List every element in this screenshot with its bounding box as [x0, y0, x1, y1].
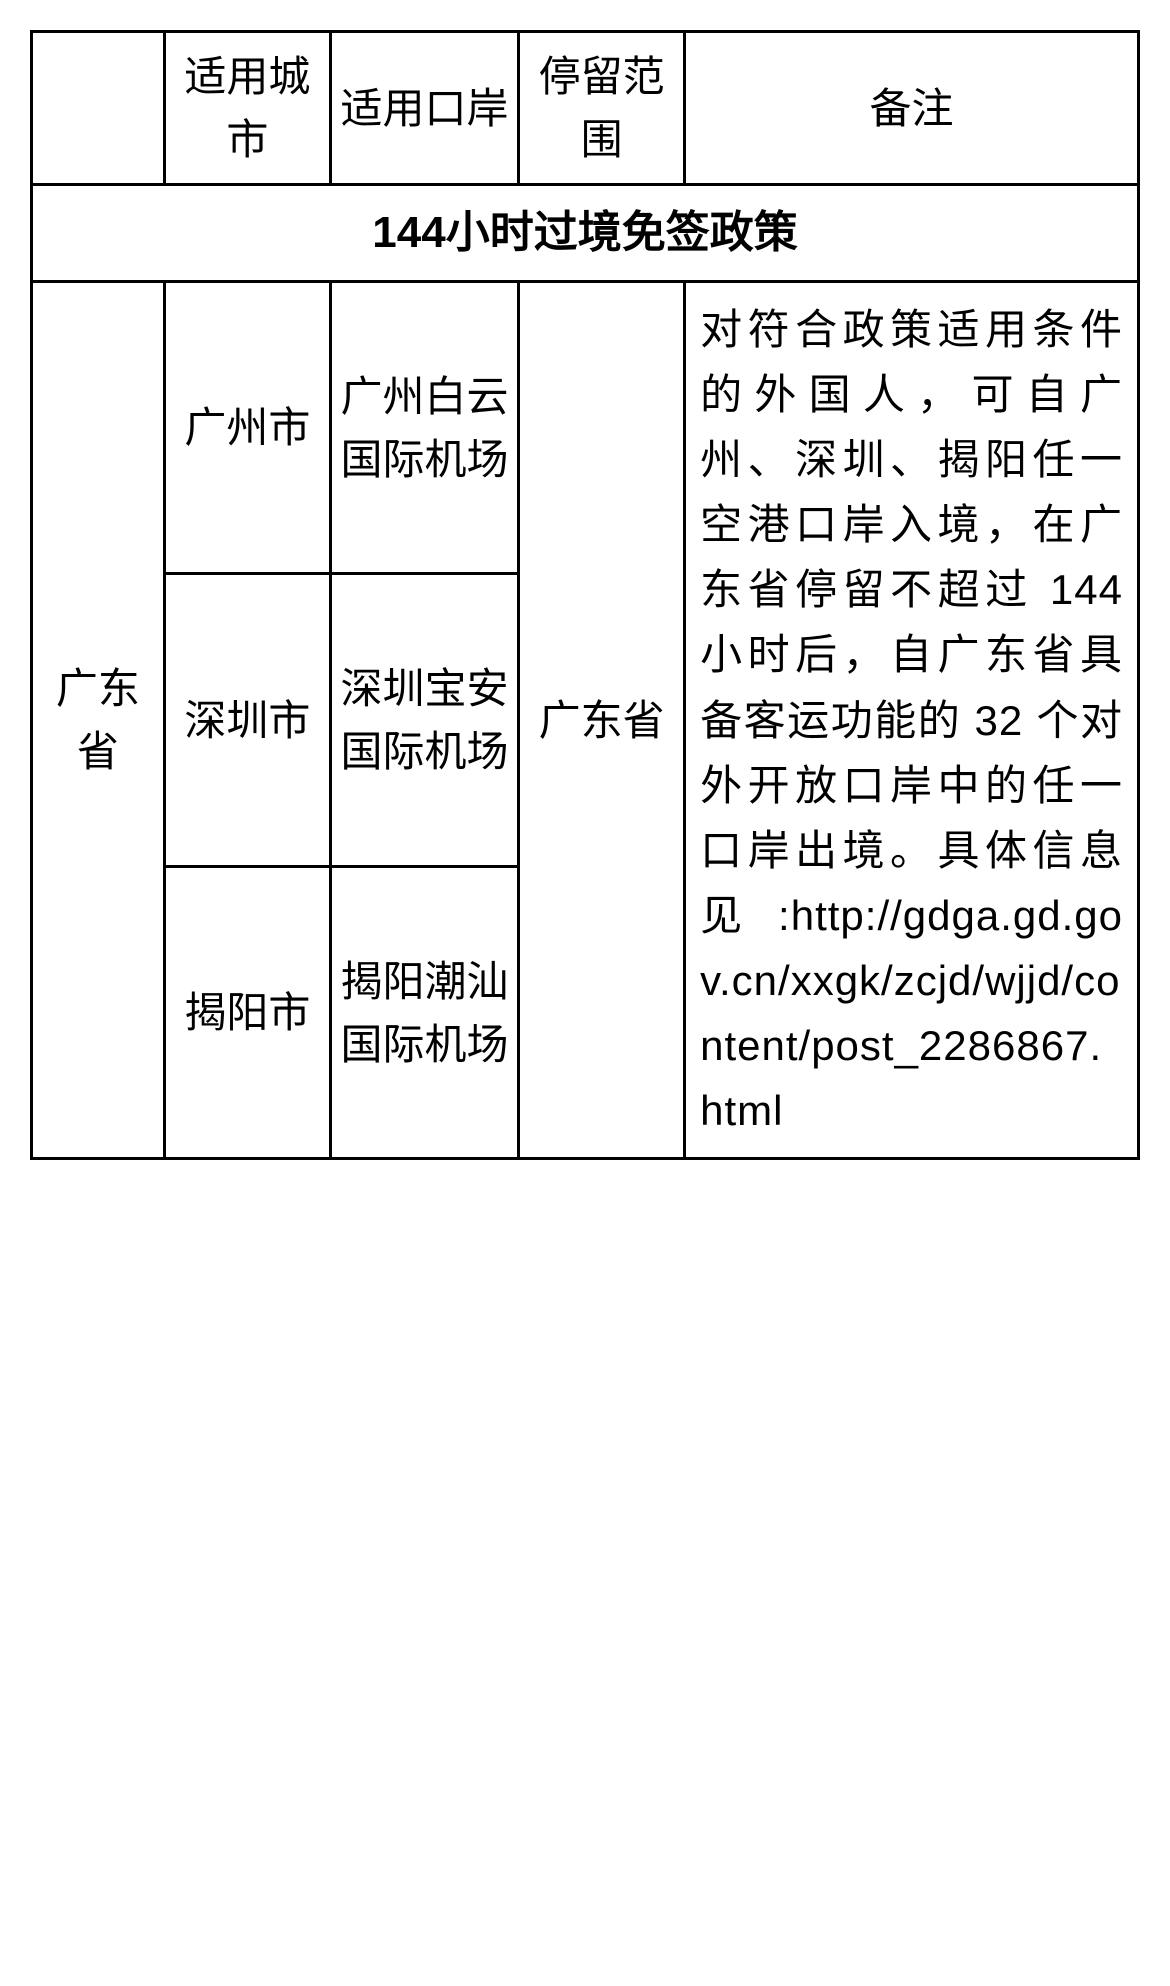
scope-cell: 广东省	[519, 282, 685, 1159]
table-row: 广东省 广州市 广州白云国际机场 广东省 对符合政策适用条件的外国人，可自广州、…	[32, 282, 1139, 574]
port-cell: 深圳宝安国际机场	[330, 574, 518, 866]
header-port: 适用口岸	[330, 32, 518, 185]
port-cell: 揭阳潮汕国际机场	[330, 866, 518, 1158]
section-row: 144小时过境免签政策	[32, 185, 1139, 282]
province-cell: 广东省	[32, 282, 165, 1159]
city-cell: 深圳市	[164, 574, 330, 866]
city-cell: 广州市	[164, 282, 330, 574]
note-cell: 对符合政策适用条件的外国人，可自广州、深圳、揭阳任一空港口岸入境，在广东省停留不…	[685, 282, 1139, 1159]
header-blank	[32, 32, 165, 185]
section-title: 144小时过境免签政策	[32, 185, 1139, 282]
port-cell: 广州白云国际机场	[330, 282, 518, 574]
header-scope: 停留范围	[519, 32, 685, 185]
header-note: 备注	[685, 32, 1139, 185]
header-row: 适用城市 适用口岸 停留范围 备注	[32, 32, 1139, 185]
city-cell: 揭阳市	[164, 866, 330, 1158]
policy-table: 适用城市 适用口岸 停留范围 备注 144小时过境免签政策 广东省 广州市 广州…	[30, 30, 1140, 1160]
header-city: 适用城市	[164, 32, 330, 185]
